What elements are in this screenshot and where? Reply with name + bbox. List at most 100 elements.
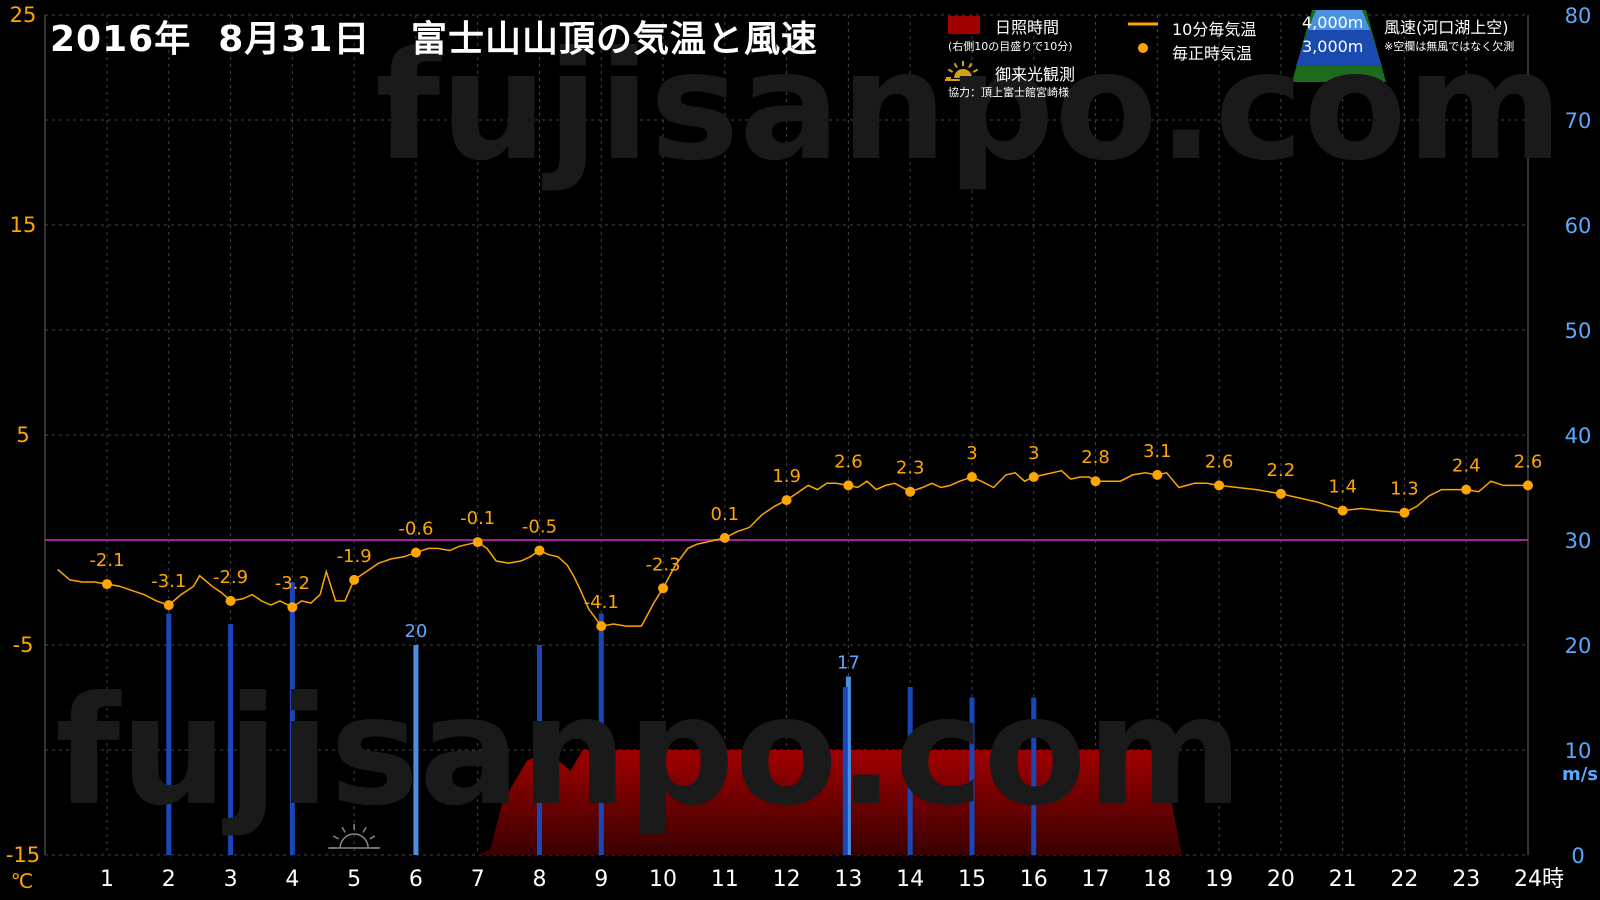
wind-bar-label: 20 — [404, 621, 427, 642]
x-axis-tick: 12 — [773, 867, 801, 892]
hourly-temp-label: -3.2 — [275, 573, 310, 594]
legend-temp10-label: 10分毎気温 — [1172, 20, 1257, 39]
x-axis-tick: 11 — [711, 867, 739, 892]
hourly-temp-label: 2.3 — [896, 458, 925, 479]
hourly-temp-point — [1214, 480, 1225, 491]
hourly-temp-label: -1.9 — [337, 546, 372, 567]
hourly-temp-point — [966, 472, 977, 482]
hourly-temp-point — [1461, 484, 1472, 495]
hourly-temp-point — [410, 547, 421, 558]
hourly-temp-point — [843, 480, 854, 491]
wind-bar — [536, 645, 542, 855]
hourly-temp-label: 0.1 — [711, 504, 740, 525]
wind-bar — [845, 676, 851, 855]
hourly-temp-label: -0.1 — [460, 508, 495, 529]
grid — [44, 14, 1529, 856]
x-axis-tick: 3 — [224, 867, 238, 892]
temperature-series: -2.1 -3.1 -2.9 -3.2 -1.9 -0.6 -0.1 -0.5 -4.1 -2.3… — [57, 441, 1543, 632]
x-axis-tick: 18 — [1143, 867, 1171, 892]
hourly-temp-label: 3.1 — [1143, 441, 1172, 462]
hourly-temp-label: 2.6 — [1514, 451, 1543, 472]
sunrise-icon — [328, 824, 381, 849]
right-axis-tick: 70 — [1565, 109, 1592, 133]
hourly-temp-point — [719, 532, 730, 543]
hourly-temp-label: 3 — [1028, 443, 1039, 464]
legend-alt4000: 4,000m — [1302, 13, 1364, 32]
wind-bar — [598, 613, 604, 855]
hourly-temp-point — [472, 537, 483, 548]
wind-bar — [166, 613, 172, 855]
x-axis-tick: 19 — [1205, 867, 1233, 892]
hourly-temp-point — [225, 595, 236, 606]
legend-wind-label: 風速(河口湖上空) — [1384, 18, 1509, 37]
sunrise-ray — [341, 826, 346, 833]
x-axis-tick: 20 — [1267, 867, 1295, 892]
legend-temp-hourly-dot — [1138, 43, 1148, 53]
legend-sunrise-label: 御来光観測 — [995, 65, 1076, 84]
x-axis-tick: 17 — [1082, 867, 1110, 892]
right-axis-tick: 0 — [1571, 844, 1584, 868]
hourly-temp-point — [349, 574, 360, 585]
hourly-temp-point — [102, 579, 112, 590]
hourly-temp-point — [1028, 472, 1039, 482]
x-axis: 1 2 3 4 5 6 7 8 9 10 11 12 13 14 15 16 17 18 19 20 21 22 23 24 時 — [100, 867, 1564, 892]
legend-sunrise-ray — [968, 62, 973, 69]
hourly-temp-label: 2.6 — [834, 451, 863, 472]
x-axis-tick: 10 — [649, 867, 677, 892]
legend-sunshine-label: 日照時間 — [995, 18, 1060, 37]
sunshine-area-path — [477, 750, 1183, 855]
wind-bar — [289, 582, 295, 855]
sunrise-arc — [339, 833, 369, 849]
temp-10min-line — [57, 469, 1528, 627]
sunrise-ray — [332, 835, 339, 840]
x-axis-tick: 1 — [100, 867, 114, 892]
hourly-temp-point — [781, 495, 792, 506]
x-axis-tick: 23 — [1452, 867, 1480, 892]
x-axis-tick: 13 — [834, 867, 862, 892]
legend-sunrise-ray — [972, 68, 979, 73]
left-axis-tick: -15 — [6, 843, 40, 867]
left-axis: 25 15 5 -5 -15℃ — [6, 3, 40, 893]
hourly-temp-point — [1399, 507, 1410, 518]
hourly-temp-label: 3 — [966, 443, 977, 464]
hourly-temp-label: 1.3 — [1390, 479, 1419, 500]
hourly-temp-label: -3.1 — [151, 571, 186, 592]
left-axis-tick: 15 — [10, 213, 37, 237]
legend-sunrise-icon — [954, 69, 972, 78]
hourly-temp-point — [163, 600, 174, 611]
hourly-temp-label: -0.6 — [398, 519, 433, 540]
sunrise-ray — [369, 835, 376, 840]
x-axis-tick: 14 — [896, 867, 924, 892]
sunshine-area — [477, 750, 1183, 855]
right-axis-tick: 80 — [1565, 4, 1592, 28]
x-axis-tick: 5 — [347, 867, 361, 892]
x-axis-unit: 時 — [1542, 867, 1564, 892]
wind-bar — [413, 645, 419, 855]
wind-bar — [842, 687, 848, 855]
x-axis-tick: 9 — [594, 867, 608, 892]
legend-mountain-3000 — [1296, 30, 1382, 66]
x-axis-tick: 21 — [1329, 867, 1357, 892]
x-axis-tick: 2 — [162, 867, 176, 892]
hourly-temp-label: 2.6 — [1205, 451, 1234, 472]
wind-bar — [1031, 697, 1037, 855]
hourly-temp-point — [534, 545, 545, 556]
left-axis-unit: ℃ — [11, 869, 33, 893]
hourly-temp-point — [596, 621, 607, 632]
hourly-temp-point — [1152, 469, 1163, 480]
wind-bar — [969, 697, 975, 855]
hourly-temp-label: 2.2 — [1267, 460, 1296, 481]
chart-title: 2016年 8月31日 富士山山頂の気温と風速 — [50, 19, 819, 60]
hourly-temp-label: 2.4 — [1452, 456, 1481, 477]
left-axis-tick: -5 — [13, 633, 34, 657]
legend-temp-hourly-label: 毎正時気温 — [1172, 44, 1253, 63]
wind-bar — [907, 687, 913, 855]
hourly-temp-label: 1.4 — [1328, 477, 1357, 498]
x-axis-tick: 15 — [958, 867, 986, 892]
legend-sunshine-swatch — [948, 16, 980, 34]
right-axis-tick: 30 — [1565, 529, 1592, 553]
wind-bar — [228, 624, 234, 855]
hourly-temp-point — [1090, 476, 1101, 487]
hourly-temp-point — [1275, 488, 1286, 499]
